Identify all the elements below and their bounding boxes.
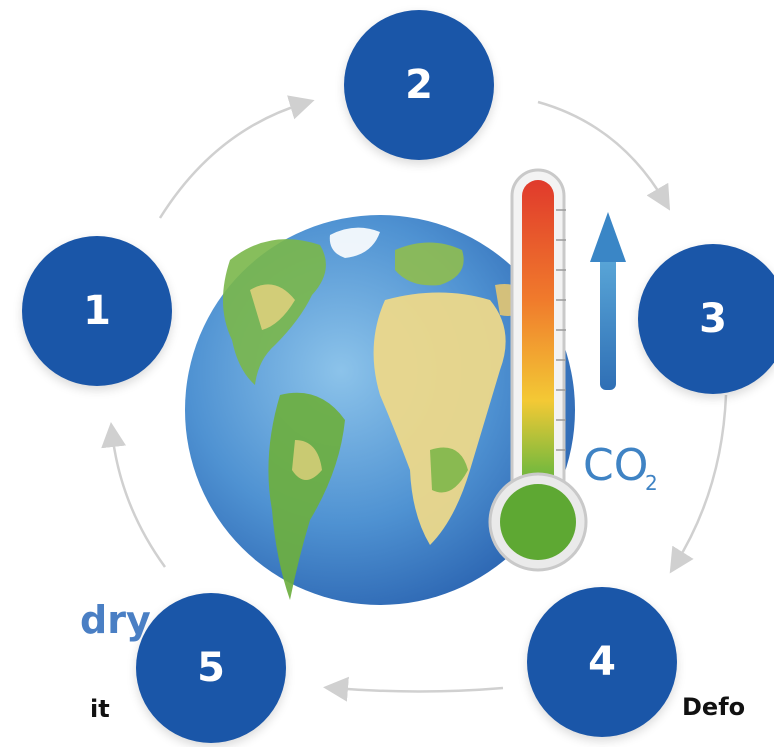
co2-label: CO: [583, 440, 648, 491]
arrow-3-to-4: [669, 394, 728, 574]
step-number-3: 3: [699, 296, 727, 342]
thermometer-illustration: [488, 168, 588, 572]
co2-subscript: 2: [645, 471, 658, 495]
step-number-2: 2: [405, 62, 433, 108]
step-node-1: 1: [22, 236, 172, 386]
left-subtext-fragment: it: [90, 695, 110, 723]
step-node-3: 3: [638, 244, 774, 394]
step-number-4: 4: [588, 639, 616, 685]
left-heading-fragment: dry: [80, 598, 151, 642]
globe-illustration: [185, 215, 575, 605]
step-number-5: 5: [197, 645, 225, 691]
step-number-1: 1: [83, 288, 111, 334]
arrow-4-to-5: [323, 676, 504, 702]
arrow-5-to-1: [101, 422, 167, 568]
step-node-2: 2: [344, 10, 494, 160]
step-node-4: 4: [527, 587, 677, 737]
arrow-1-to-2: [158, 95, 315, 219]
arrow-2-to-3: [537, 100, 671, 211]
right-subtext-fragment: Defo: [682, 693, 746, 721]
rising-arrow-icon: [590, 212, 626, 390]
step-node-5: 5: [136, 593, 286, 743]
cycle-arrows: [101, 95, 728, 702]
